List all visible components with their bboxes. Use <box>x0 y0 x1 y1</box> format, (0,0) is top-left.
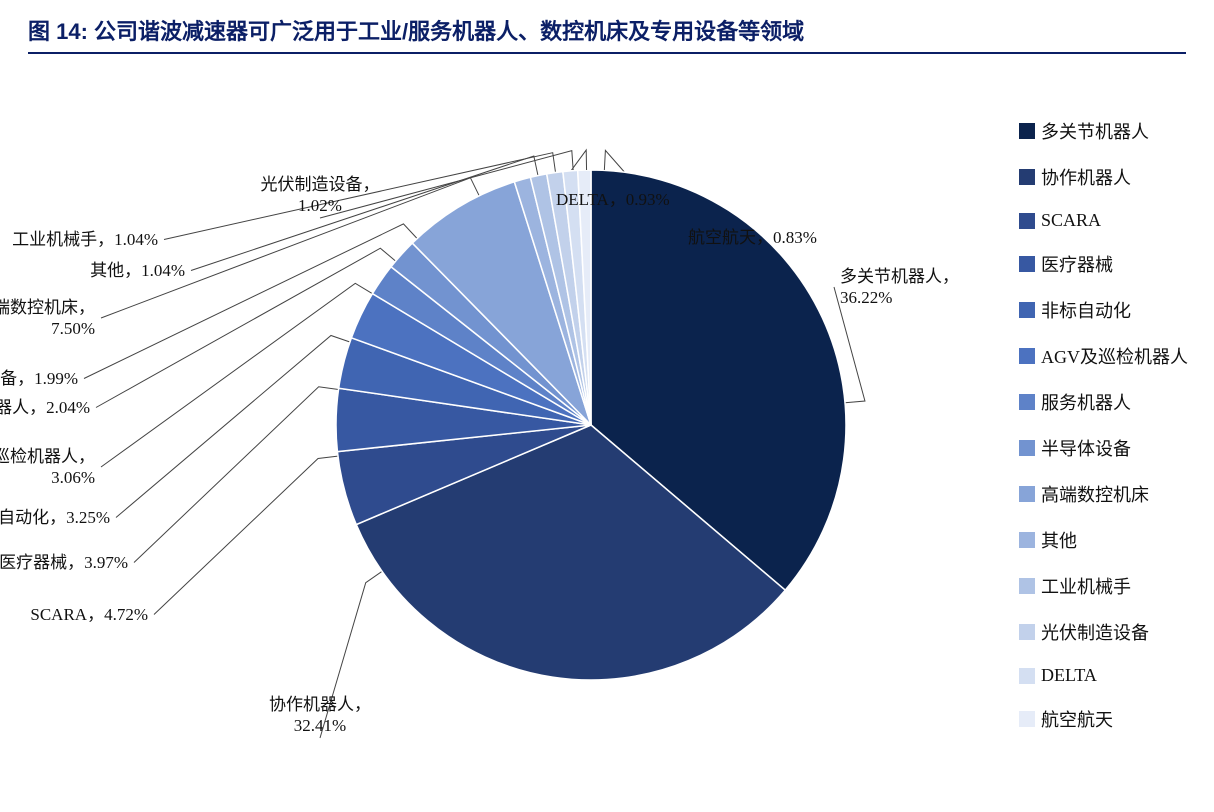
pie-data-label: 服务机器人，2.04% <box>0 397 90 418</box>
legend-label: SCARA <box>1041 210 1101 231</box>
legend-label: AGV及巡检机器人 <box>1041 343 1188 369</box>
legend-swatch <box>1019 624 1035 640</box>
legend-label: 工业机械手 <box>1041 573 1131 599</box>
pie-data-label: SCARA，4.72% <box>30 604 148 625</box>
legend-label: 半导体设备 <box>1041 435 1131 461</box>
legend-item: 非标自动化 <box>1019 297 1188 323</box>
leader-line <box>134 387 338 563</box>
legend-label: 其他 <box>1041 527 1077 553</box>
legend-item: 工业机械手 <box>1019 573 1188 599</box>
legend-label: 光伏制造设备 <box>1041 619 1149 645</box>
pie-data-label: 半导体设备，1.99% <box>0 368 78 389</box>
legend-swatch <box>1019 486 1035 502</box>
legend-item: 其他 <box>1019 527 1188 553</box>
legend-item: AGV及巡检机器人 <box>1019 343 1188 369</box>
legend-swatch <box>1019 256 1035 272</box>
pie-data-label: AGV及巡检机器人，3.06% <box>0 446 95 489</box>
pie-data-label: 非标自动化，3.25% <box>0 507 110 528</box>
legend-label: 非标自动化 <box>1041 297 1131 323</box>
legend-item: SCARA <box>1019 210 1188 231</box>
leader-line <box>101 283 372 467</box>
legend-item: 协作机器人 <box>1019 164 1188 190</box>
pie-chart-area: 多关节机器人，36.22% 协作机器人，32.41% SCARA，4.72% 医疗器械… <box>0 62 1214 812</box>
legend-item: 医疗器械 <box>1019 251 1188 277</box>
legend-swatch <box>1019 169 1035 185</box>
legend: 多关节机器人协作机器人 SCARA 医疗器械非标自动化 AGV及巡检机器人服务机器人半… <box>1019 118 1188 732</box>
legend-label: 服务机器人 <box>1041 389 1131 415</box>
legend-swatch <box>1019 711 1035 727</box>
legend-label: DELTA <box>1041 665 1097 686</box>
legend-swatch <box>1019 532 1035 548</box>
pie-data-label: 协作机器人，32.41% <box>269 694 371 737</box>
pie-data-label: 医疗器械，3.97% <box>0 552 128 573</box>
legend-item: 多关节机器人 <box>1019 118 1188 144</box>
figure-title: 图 14: 公司谐波减速器可广泛用于工业/服务机器人、数控机床及专用设备等领域 <box>28 14 1186 54</box>
pie-data-label: 其他，1.04% <box>90 260 185 281</box>
leader-line <box>154 456 338 614</box>
legend-item: DELTA <box>1019 665 1188 686</box>
legend-label: 协作机器人 <box>1041 164 1131 190</box>
legend-item: 高端数控机床 <box>1019 481 1188 507</box>
legend-label: 高端数控机床 <box>1041 481 1149 507</box>
pie-data-label: DELTA，0.93% <box>556 189 670 210</box>
legend-label: 多关节机器人 <box>1041 118 1149 144</box>
pie-data-label: 光伏制造设备，1.02% <box>261 174 380 217</box>
legend-swatch <box>1019 394 1035 410</box>
pie-data-label: 工业机械手，1.04% <box>12 229 158 250</box>
legend-item: 航空航天 <box>1019 706 1188 732</box>
legend-label: 医疗器械 <box>1041 251 1113 277</box>
legend-swatch <box>1019 348 1035 364</box>
legend-swatch <box>1019 123 1035 139</box>
legend-swatch <box>1019 578 1035 594</box>
legend-swatch <box>1019 302 1035 318</box>
pie-data-label: 多关节机器人，36.22% <box>840 266 959 309</box>
pie-data-label: 航空航天，0.83% <box>688 227 817 248</box>
legend-label: 航空航天 <box>1041 706 1113 732</box>
legend-item: 半导体设备 <box>1019 435 1188 461</box>
legend-swatch <box>1019 213 1035 229</box>
legend-swatch <box>1019 668 1035 684</box>
pie-data-label: 高端数控机床，7.50% <box>0 297 95 340</box>
leader-line <box>116 335 350 517</box>
legend-item: 光伏制造设备 <box>1019 619 1188 645</box>
legend-item: 服务机器人 <box>1019 389 1188 415</box>
legend-swatch <box>1019 440 1035 456</box>
